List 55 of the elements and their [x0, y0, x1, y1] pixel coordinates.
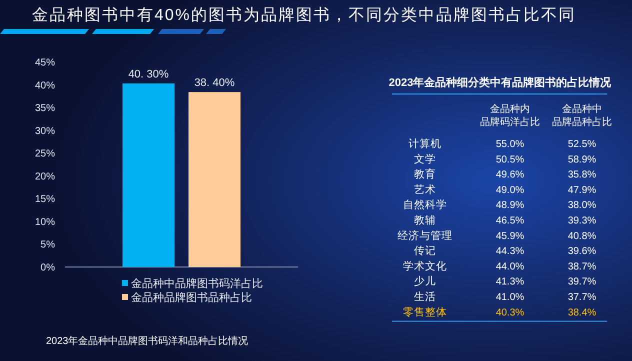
data-label: 52.5% [568, 139, 596, 150]
data-label: 38.4% [568, 307, 596, 318]
legend-label: 金品种品牌图书品种占比 [131, 291, 252, 304]
category-label: 生活 [414, 290, 436, 303]
y-tick-label: 35% [34, 103, 56, 114]
text: 金品种中品牌品种占比 [552, 103, 612, 128]
data-label: 58.9% [568, 154, 596, 166]
data-label: 40.3% [496, 307, 524, 318]
category-label: 少儿 [414, 274, 436, 288]
data-label: 47.9% [568, 184, 596, 196]
data-label: 39.6% [568, 246, 596, 258]
category-label: 零售整体 [403, 306, 447, 318]
category-label: 教育 [414, 168, 436, 181]
y-tick-label: 45% [34, 58, 56, 68]
y-tick-label: 25% [34, 148, 56, 160]
y-tick-label: 0% [40, 262, 56, 274]
data-label: 49.0% [496, 184, 524, 196]
y-tick-label: 5% [40, 240, 56, 251]
chart-title: 金品种图书中有40%的图书为品牌图书，不同分类中品牌图书占比不同 [32, 6, 576, 24]
data-label: 41.3% [496, 276, 524, 288]
data-label: 40. 30% [128, 68, 169, 80]
category-label: 计算机 [408, 137, 442, 150]
data-label: 46.5% [496, 216, 524, 226]
text: 2023年金品种细分类中有品牌图书的占比情况 [388, 76, 612, 89]
text: 金品种内品牌码洋占比 [480, 103, 540, 128]
category-label: 教辅 [414, 214, 436, 226]
data-label: 48.9% [496, 200, 524, 212]
data-label: 40.8% [568, 230, 596, 242]
data-label: 44.3% [496, 246, 524, 258]
data-label: 39.3% [568, 216, 596, 226]
data-label: 49.6% [496, 170, 524, 181]
data-label: 55.0% [496, 139, 524, 150]
category-label: 艺术 [414, 182, 436, 196]
data-label: 44.0% [496, 261, 524, 272]
category-label: 经济与管理 [398, 228, 452, 242]
category-label: 自然科学 [403, 199, 447, 212]
y-tick-label: 40% [34, 80, 56, 92]
data-label: 35.8% [568, 170, 596, 181]
data-label: 37.7% [568, 292, 596, 303]
data-label: 38. 40% [194, 77, 235, 90]
data-label: 39.7% [568, 276, 596, 288]
data-label: 38.7% [568, 261, 596, 272]
legend-label: 金品种中品牌图书码洋占比 [131, 277, 263, 290]
category-label: 文学 [414, 152, 436, 166]
text: 2023年金品种中品牌图书码洋和品种占比情况 [46, 335, 248, 347]
data-label: 50.5% [496, 154, 524, 166]
data-label: 38.0% [568, 200, 596, 212]
y-tick-label: 30% [34, 126, 56, 137]
data-label: 45.9% [496, 230, 524, 242]
data-label: 41.0% [496, 292, 524, 303]
y-tick-label: 10% [34, 216, 56, 228]
y-tick-label: 20% [34, 171, 56, 182]
category-label: 传记 [414, 245, 436, 258]
y-tick-label: 15% [34, 194, 56, 206]
category-label: 学术文化 [403, 259, 447, 272]
